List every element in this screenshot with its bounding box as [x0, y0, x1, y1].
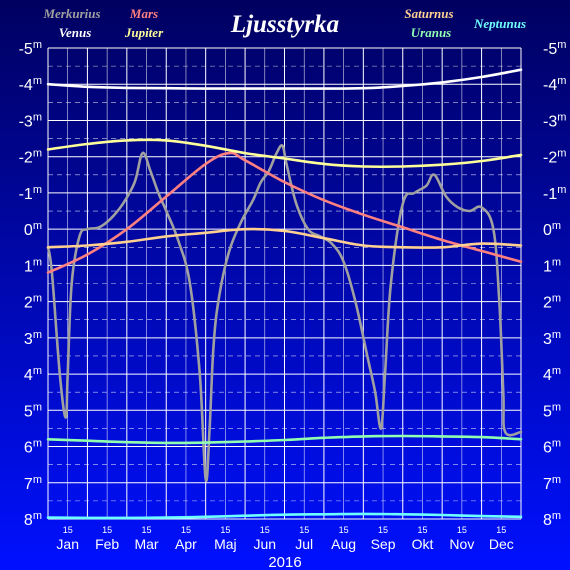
- x-tick-month: Jun: [254, 536, 277, 552]
- x-tick-month: Jan: [56, 536, 79, 552]
- x-tick-day: 15: [181, 525, 191, 535]
- y-tick-label-right: 3m: [543, 329, 561, 348]
- x-tick-day: 15: [63, 525, 73, 535]
- y-tick-label-left: 0m: [24, 220, 42, 239]
- x-tick-month: Dec: [489, 536, 514, 552]
- legend-item-venus: Venus: [59, 25, 92, 40]
- x-tick-month: Apr: [175, 536, 197, 552]
- x-tick-day: 15: [260, 525, 270, 535]
- x-tick-day: 15: [496, 525, 506, 535]
- series-line-saturnus: [46, 227, 523, 249]
- series-line-jupiter: [46, 138, 523, 169]
- y-tick-label-right: 8m: [543, 510, 561, 529]
- x-tick-month: Sep: [371, 536, 396, 552]
- series-line-uranus: [46, 434, 523, 445]
- series-line-venus: [46, 68, 523, 90]
- y-tick-label-right: 4m: [543, 365, 561, 384]
- x-tick-day: 15: [299, 525, 309, 535]
- x-tick-day: 15: [220, 525, 230, 535]
- y-tick-label-right: 2m: [543, 293, 561, 312]
- series-line-mars: [46, 151, 523, 274]
- x-tick-day: 15: [339, 525, 349, 535]
- x-tick-day: 15: [378, 525, 388, 535]
- x-tick-month: Nov: [449, 536, 474, 552]
- y-tick-label-right: -3m: [543, 111, 566, 130]
- series-line-merkurius: [46, 144, 523, 483]
- y-tick-label-left: 2m: [24, 293, 42, 312]
- legend-item-jupiter: Jupiter: [124, 25, 164, 40]
- chart-title: Ljusstyrka: [230, 11, 339, 38]
- y-tick-label-left: 7m: [24, 474, 42, 493]
- legend-item-saturnus: Saturnus: [404, 6, 453, 21]
- y-tick-label-left: -3m: [19, 111, 42, 130]
- y-tick-label-left: -1m: [19, 184, 42, 203]
- y-tick-label-left: 3m: [24, 329, 42, 348]
- x-tick-month: Aug: [331, 536, 356, 552]
- legend-item-merkurius: Merkurius: [42, 6, 100, 21]
- x-tick-day: 15: [417, 525, 427, 535]
- y-tick-label-left: 8m: [24, 510, 42, 529]
- legend: Merkurius Venus Mars Jupiter Saturnus Uranus N…: [42, 6, 526, 40]
- y-tick-label-left: 5m: [24, 401, 42, 420]
- x-tick-day: 15: [102, 525, 112, 535]
- y-tick-label-left: 1m: [24, 256, 42, 275]
- y-tick-label-right: -4m: [543, 75, 566, 94]
- x-tick-month: Feb: [95, 536, 119, 552]
- y-tick-label-right: -5m: [543, 39, 566, 58]
- legend-item-uranus: Uranus: [411, 25, 451, 40]
- y-axis: -5m -5m -4m -4m -3m -3m -2m -2m -1m -1m 0m 0m 1m 1m 2m…: [19, 39, 567, 529]
- series-group: [46, 68, 523, 520]
- x-tick-month: Mar: [134, 536, 158, 552]
- legend-item-mars: Mars: [129, 6, 158, 21]
- x-tick-month: Maj: [214, 536, 237, 552]
- y-tick-label-right: -2m: [543, 148, 566, 167]
- y-tick-label-right: -1m: [543, 184, 566, 203]
- y-tick-label-right: 6m: [543, 438, 561, 457]
- y-tick-label-left: -2m: [19, 148, 42, 167]
- x-tick-month: Jul: [295, 536, 313, 552]
- y-tick-label-right: 7m: [543, 474, 561, 493]
- y-tick-label-right: 1m: [543, 256, 561, 275]
- series-line-neptunus: [46, 512, 523, 520]
- year-label: 2016: [268, 554, 301, 570]
- legend-item-neptunus: Neptunus: [473, 16, 526, 31]
- y-tick-label-left: -5m: [19, 39, 42, 58]
- x-tick-month: Okt: [412, 536, 434, 552]
- y-tick-label-right: 0m: [543, 220, 561, 239]
- x-axis: Jan15Feb15Mar15Apr15Maj15Jun15Jul15Aug15…: [56, 525, 513, 552]
- x-tick-day: 15: [142, 525, 152, 535]
- x-tick-day: 15: [457, 525, 467, 535]
- y-tick-label-left: 6m: [24, 438, 42, 457]
- y-tick-label-right: 5m: [543, 401, 561, 420]
- y-tick-label-left: 4m: [24, 365, 42, 384]
- y-tick-label-left: -4m: [19, 75, 42, 94]
